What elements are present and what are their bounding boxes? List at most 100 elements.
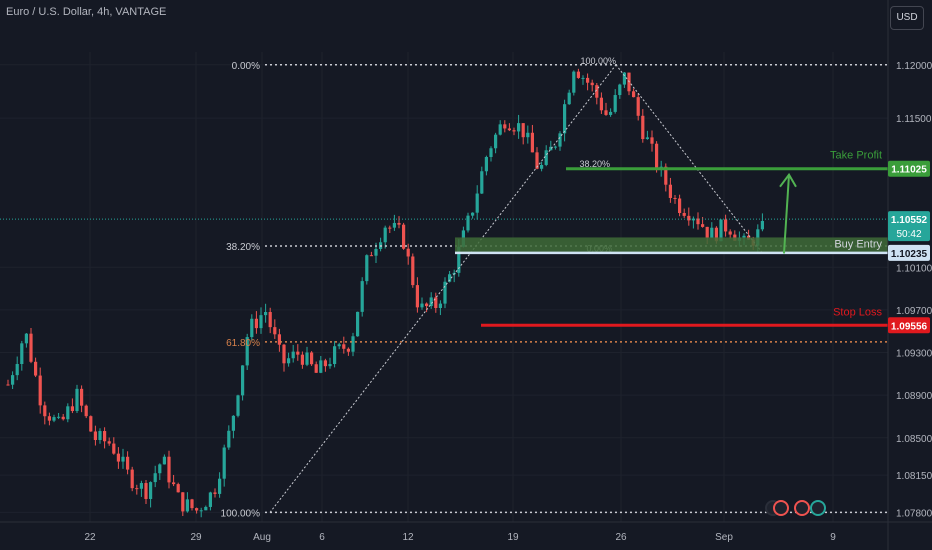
candle-body <box>181 492 185 512</box>
candle <box>121 448 125 469</box>
candle <box>402 222 406 250</box>
candle-body <box>208 492 212 507</box>
candle-body <box>222 447 226 479</box>
candle-body <box>98 431 102 441</box>
candle <box>558 131 562 151</box>
candle-body <box>241 365 245 396</box>
candle-body <box>526 132 530 138</box>
price-tags: 1.11025 1.10552 50:42 1.10235 1.09556 <box>888 160 930 334</box>
candle-body <box>176 484 180 493</box>
candle <box>195 507 199 514</box>
candle <box>507 123 511 132</box>
candle-body <box>655 143 659 170</box>
candle <box>300 351 304 369</box>
candle-body <box>144 483 148 499</box>
candle-body <box>622 72 626 85</box>
chart-title: Euro / U.S. Dollar, 4h, VANTAGE <box>6 6 167 18</box>
candle <box>383 225 387 249</box>
candle <box>415 277 419 313</box>
candle <box>144 479 148 504</box>
candle-body <box>471 212 475 216</box>
candle <box>618 83 622 99</box>
price-axis[interactable]: 1.12000 1.11500 1.10100 1.09700 1.09300 1.089… <box>887 0 932 550</box>
candle <box>337 342 341 350</box>
candle-body <box>434 297 438 308</box>
currency-button[interactable]: USD <box>890 6 924 30</box>
candle-body <box>360 281 364 312</box>
candle <box>379 237 383 252</box>
candle-body <box>388 227 392 229</box>
candle-body <box>705 226 709 238</box>
candle <box>107 437 111 446</box>
stop-loss-tag: 1.09556 <box>891 321 928 332</box>
candle <box>222 444 226 487</box>
candle-body <box>438 303 442 308</box>
candle-body <box>632 91 636 98</box>
candle-body <box>24 333 28 344</box>
candle <box>650 130 654 152</box>
candle <box>544 145 548 167</box>
candle <box>282 344 286 372</box>
candle-body <box>227 430 231 448</box>
candle <box>89 415 93 432</box>
candle <box>563 99 567 142</box>
candle-body <box>576 71 580 78</box>
candle <box>760 213 764 232</box>
candle <box>61 413 65 421</box>
candle <box>93 425 97 446</box>
fib-level-label: 61.80% <box>226 338 260 349</box>
candle <box>540 161 544 172</box>
candle-body <box>567 92 571 105</box>
candle-body <box>190 499 194 509</box>
candle-body <box>369 255 373 257</box>
candle-body <box>581 77 585 79</box>
candle-body <box>609 111 613 115</box>
candle <box>75 384 79 414</box>
candle-body <box>149 482 153 499</box>
candle <box>66 403 70 423</box>
candle <box>494 132 498 154</box>
candle-body <box>47 416 51 421</box>
candle-body <box>158 464 162 474</box>
price-tick-label: 1.12000 <box>896 61 932 72</box>
candle <box>668 177 672 203</box>
candle-body <box>277 334 281 345</box>
drawing-overlays[interactable]: 0.00%38.20%61.80%100.00%100.00%38.20%0.0… <box>0 56 888 520</box>
candle <box>622 72 626 88</box>
candle <box>613 89 617 114</box>
candle <box>604 102 608 116</box>
candle <box>190 498 194 511</box>
candle <box>406 243 410 265</box>
candle <box>162 454 166 465</box>
price-tick-label: 1.08900 <box>896 391 932 402</box>
candle-body <box>139 483 143 489</box>
candle <box>572 70 576 96</box>
candle-body <box>29 333 33 362</box>
candle-body <box>374 248 378 256</box>
time-axis[interactable]: 22 29 Aug 6 12 19 26 Sep 9 <box>0 521 932 543</box>
candle <box>590 79 594 92</box>
candle <box>346 347 350 356</box>
candle <box>397 216 401 229</box>
candle-body <box>80 388 84 406</box>
candle <box>530 124 534 153</box>
candle <box>208 491 212 511</box>
candle <box>328 357 332 369</box>
candle <box>356 311 360 337</box>
candle <box>305 346 309 367</box>
candle <box>434 292 438 313</box>
buy-entry-tag: 1.10235 <box>891 249 928 260</box>
time-tick-label: 26 <box>615 532 627 543</box>
candle <box>314 361 318 373</box>
candle-body <box>728 231 732 235</box>
candle-body <box>507 128 511 131</box>
candle <box>360 277 364 317</box>
candle-body <box>38 375 42 406</box>
candle-body <box>103 431 107 442</box>
candle-body <box>742 235 746 238</box>
candle <box>149 481 153 508</box>
candle <box>323 358 327 372</box>
candle <box>319 355 323 374</box>
candle <box>517 114 521 139</box>
